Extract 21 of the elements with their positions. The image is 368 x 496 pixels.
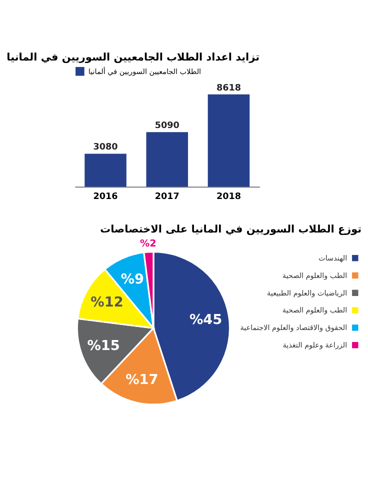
x-tick-label: 2016: [93, 192, 118, 202]
data-label: 8618: [216, 83, 242, 94]
data-label: %9: [120, 271, 144, 288]
legend-label: الرياضيات والعلوم الطبيعية: [267, 288, 348, 298]
legend-label: الحقوق والاقتصاد والعلوم الاجتماعية: [240, 323, 348, 332]
data-label: 3080: [93, 142, 118, 153]
chart-title: تزايد اعداد الطلاب الجامعيين السوريين في المانيا: [6, 52, 260, 64]
data-label: %12: [90, 294, 124, 311]
data-label: %15: [87, 338, 120, 354]
x-tick-label: 2018: [216, 192, 242, 202]
data-label: %17: [126, 372, 158, 388]
legend-label: الطب والعلوم الصحية: [282, 306, 348, 315]
legend-label: الهندسات: [318, 253, 348, 262]
chart-title: توزع الطلاب السوريين في المانيا على الاختصاصات: [100, 224, 362, 236]
data-label: 5090: [154, 121, 180, 132]
data-label: %45: [190, 312, 222, 328]
legend-label: الطب والعلوم الصحية: [282, 270, 348, 280]
x-tick-label: 2017: [154, 192, 180, 202]
data-label: %2: [140, 238, 156, 250]
legend-label: الطلاب الجامعيين السوريين في ألمانيا: [88, 66, 202, 76]
legend-label: الزراعة وعلوم التغذية: [282, 340, 348, 350]
